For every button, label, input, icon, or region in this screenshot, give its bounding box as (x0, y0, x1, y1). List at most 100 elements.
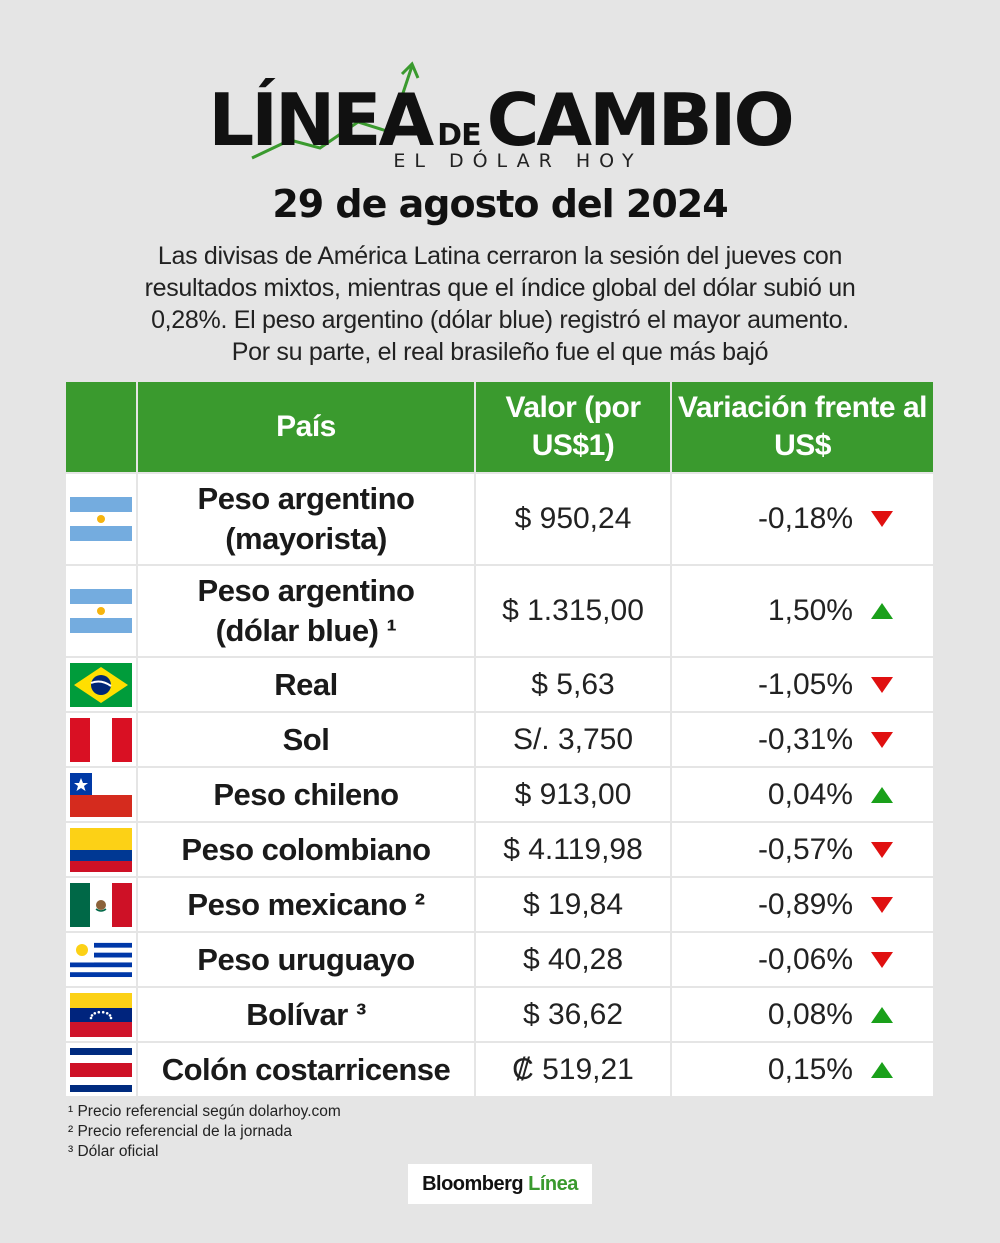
currency-name: Peso argentino (mayorista) (136, 474, 474, 564)
variation-value: 1,50% (767, 594, 853, 627)
variation-cell: 0,15% (670, 1043, 933, 1096)
report-date: 29 de agosto del 2024 (272, 182, 728, 226)
header-variation: Variación frente al US$ (670, 382, 933, 472)
flag-cell (66, 768, 136, 821)
currency-name: Peso argentino (dólar blue) ¹ (136, 566, 474, 656)
variation-cell: -0,57% (670, 823, 933, 876)
currency-value: $ 1.315,00 (474, 566, 670, 656)
currency-value: $ 5,63 (474, 658, 670, 711)
table-row: Peso uruguayo $ 40,28 -0,06% (66, 931, 933, 986)
currency-value: ₡ 519,21 (474, 1043, 670, 1096)
variation-value: 0,15% (767, 1052, 853, 1086)
trend-arrow-icon (251, 61, 420, 160)
bloomberg-linea-logo: Bloomberg Línea (408, 1164, 592, 1204)
triangle-down-icon (871, 511, 893, 527)
brand-part1: Bloomberg (422, 1172, 524, 1195)
variation-cell: 1,50% (670, 566, 933, 656)
logo-word-linea: LÍNEA (208, 78, 434, 162)
flag-cell (66, 474, 136, 564)
logo-word-de: DE (437, 118, 481, 153)
variation-cell: -0,89% (670, 878, 933, 931)
currency-value: $ 4.119,98 (474, 823, 670, 876)
logo-title: LÍNEA DECAMBIO (0, 78, 1000, 162)
currency-name: Sol (136, 713, 474, 766)
logo-subtitle: EL DÓLAR HOY (393, 150, 643, 172)
colombia-flag (70, 827, 132, 872)
currency-value: $ 913,00 (474, 768, 670, 821)
brazil-flag (70, 662, 132, 707)
flag-cell (66, 658, 136, 711)
variation-cell: 0,04% (670, 768, 933, 821)
currency-table: País Valor (por US$1) Variación frente a… (66, 382, 933, 1096)
variation-value: 0,04% (767, 777, 853, 811)
footnote-1: ¹ Precio referencial según dolarhoy.com (68, 1103, 341, 1120)
table-row: Peso argentino (mayorista) $ 950,24 -0,18% (66, 472, 933, 564)
argentina-flag (70, 497, 132, 541)
flag-cell (66, 878, 136, 931)
triangle-down-icon (871, 841, 893, 858)
table-body: Peso argentino (mayorista) $ 950,24 -0,18%… (66, 472, 933, 1096)
variation-cell: 0,08% (670, 988, 933, 1041)
footnotes: ¹ Precio referencial según dolarhoy.com … (68, 1102, 341, 1162)
triangle-down-icon (871, 896, 893, 913)
logo-word-cambio: CAMBIO (486, 78, 795, 162)
variation-value: -0,18% (757, 502, 853, 535)
variation-value: -1,05% (757, 667, 853, 701)
table-row: Peso argentino (dólar blue) ¹ $ 1.315,00 1… (66, 564, 933, 656)
flag-cell (66, 823, 136, 876)
mexico-flag (70, 882, 132, 927)
variation-cell: -1,05% (670, 658, 933, 711)
variation-value: -0,57% (757, 832, 853, 866)
table-row: Real $ 5,63 -1,05% (66, 656, 933, 711)
table-row: Colón costarricense ₡ 519,21 0,15% (66, 1041, 933, 1096)
currency-name: Peso mexicano ² (136, 878, 474, 931)
flag-cell (66, 988, 136, 1041)
currency-value: $ 950,24 (474, 474, 670, 564)
triangle-down-icon (871, 951, 893, 968)
currency-name: Bolívar ³ (136, 988, 474, 1041)
variation-cell: -0,31% (670, 713, 933, 766)
variation-value: -0,06% (757, 942, 853, 976)
currency-name: Colón costarricense (136, 1043, 474, 1096)
currency-value: $ 40,28 (474, 933, 670, 986)
currency-name: Peso chileno (136, 768, 474, 821)
venezuela-flag (70, 992, 132, 1037)
triangle-down-icon (871, 676, 893, 693)
peru-flag (70, 717, 132, 762)
variation-cell: -0,06% (670, 933, 933, 986)
currency-value: S/. 3,750 (474, 713, 670, 766)
triangle-up-icon (871, 1006, 893, 1023)
currency-value: $ 19,84 (474, 878, 670, 931)
table-row: Bolívar ³ $ 36,62 0,08% (66, 986, 933, 1041)
triangle-up-icon (871, 786, 893, 803)
brand-part2: Línea (528, 1172, 578, 1195)
header-country: País (136, 382, 474, 472)
logo: LÍNEA DECAMBIO EL DÓLAR HOY (0, 60, 1000, 180)
intro-paragraph: Las divisas de América Latina cerraron l… (144, 242, 856, 366)
table-row: Peso mexicano ² $ 19,84 -0,89% (66, 876, 933, 931)
table-header: País Valor (por US$1) Variación frente a… (66, 382, 933, 472)
header-flag-cell (66, 382, 136, 472)
currency-name: Peso uruguayo (136, 933, 474, 986)
costa-rica-flag (70, 1047, 132, 1092)
variation-value: 0,08% (767, 997, 853, 1031)
footnote-3: ³ Dólar oficial (68, 1143, 159, 1160)
flag-cell (66, 1043, 136, 1096)
currency-value: $ 36,62 (474, 988, 670, 1041)
triangle-up-icon (871, 603, 893, 619)
table-row: Peso chileno $ 913,00 0,04% (66, 766, 933, 821)
variation-value: -0,31% (757, 722, 853, 756)
variation-cell: -0,18% (670, 474, 933, 564)
currency-name: Peso colombiano (136, 823, 474, 876)
triangle-up-icon (871, 1061, 893, 1078)
triangle-down-icon (871, 731, 893, 748)
argentina-flag (70, 589, 132, 633)
currency-name: Real (136, 658, 474, 711)
header-value: Valor (por US$1) (474, 382, 670, 472)
table-row: Sol S/. 3,750 -0,31% (66, 711, 933, 766)
flag-cell (66, 566, 136, 656)
chile-flag (70, 772, 132, 817)
variation-value: -0,89% (757, 887, 853, 921)
flag-cell (66, 933, 136, 986)
footnote-2: ² Precio referencial de la jornada (68, 1123, 293, 1140)
